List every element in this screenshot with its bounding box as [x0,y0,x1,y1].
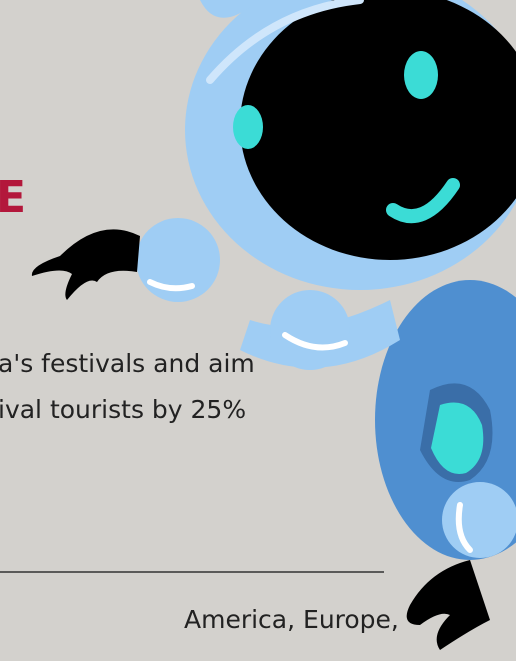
body-line: a's festivals and aim [0,349,255,378]
body-line: ival tourists by 25% [0,395,246,424]
heading-fragment: E [0,172,26,223]
robot-illustration [31,0,516,650]
footer-line: America, Europe, [184,605,399,634]
